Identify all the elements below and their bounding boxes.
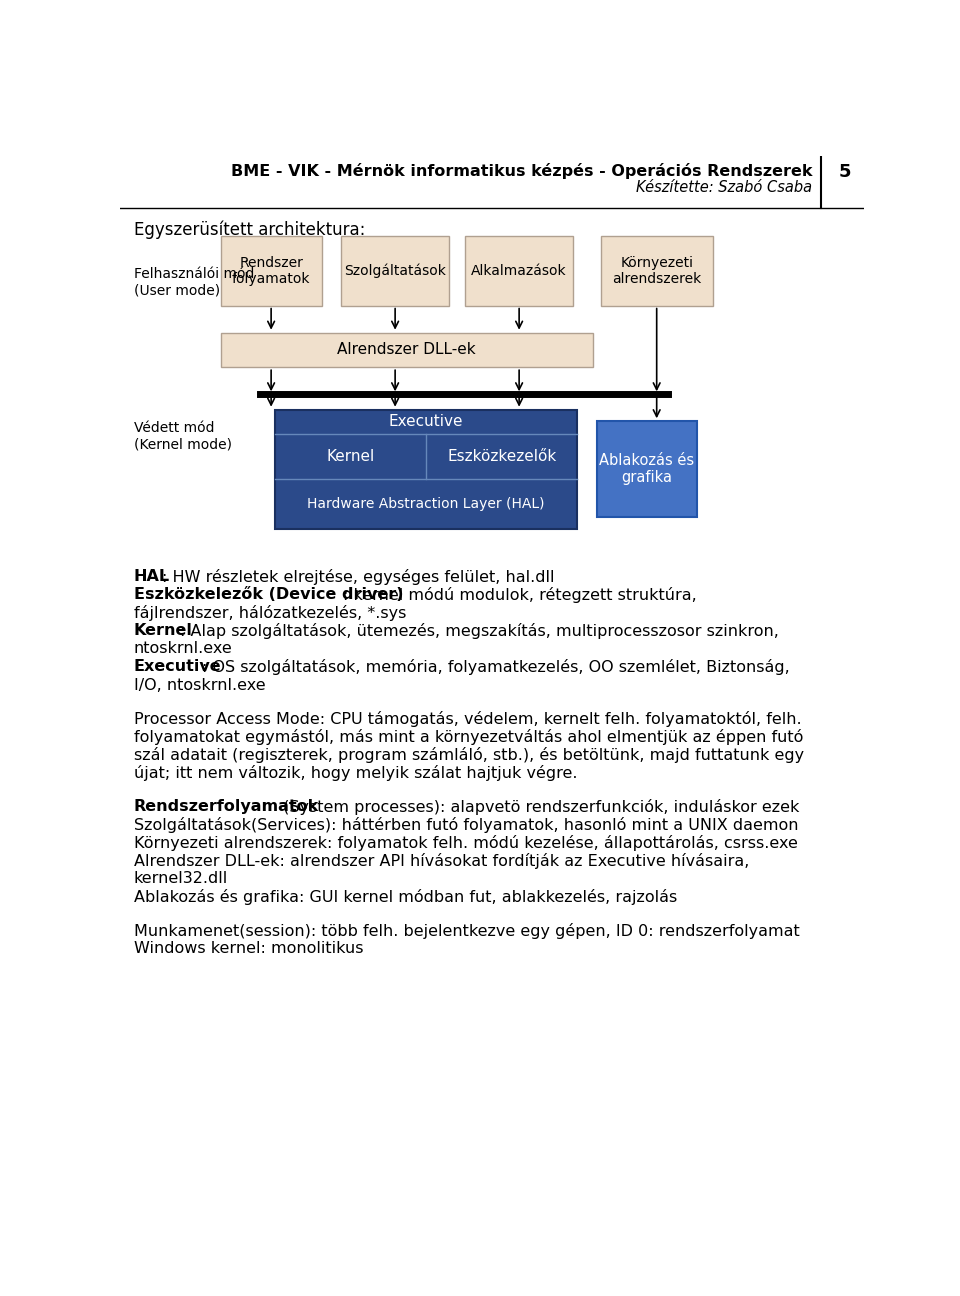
Text: folyamatokat egymástól, más mint a környezetváltás ahol elmentjük az éppen futó: folyamatokat egymástól, más mint a körny… [134,730,804,745]
Text: Eszközkelezők (Device driver): Eszközkelezők (Device driver) [134,587,403,603]
Text: : Alap szolgáltatások, ütemezés, megszakítás, multiprocesszosor szinkron,: : Alap szolgáltatások, ütemezés, megszak… [180,623,779,639]
Bar [221,236,322,306]
Text: Ablakozás és
grafika: Ablakozás és grafika [599,454,695,486]
Text: Rendszer
folyamatok: Rendszer folyamatok [232,255,310,286]
Bar [465,236,573,306]
Text: Windows kernel: monolitikus: Windows kernel: monolitikus [134,941,364,956]
Bar [596,421,697,517]
Text: kernel32.dll: kernel32.dll [134,871,228,886]
Text: Szolgáltatások: Szolgáltatások [345,264,446,279]
Bar [341,236,449,306]
Text: ntoskrnl.exe: ntoskrnl.exe [134,642,232,656]
Text: Szolgáltatások(Services): háttérben futó folyamatok, hasonló mint a UNIX daemon: Szolgáltatások(Services): háttérben futó… [134,816,799,833]
Text: Környezeti
alrendszerek: Környezeti alrendszerek [612,255,702,286]
Text: BME - VIK - Mérnök informatikus kézpés - Operációs Rendszerek: BME - VIK - Mérnök informatikus kézpés -… [230,163,812,179]
Text: HAL: HAL [134,569,170,584]
Text: Munkamenet(session): több felh. bejelentkezve egy gépen, ID 0: rendszerfolyamat: Munkamenet(session): több felh. bejelent… [134,923,800,938]
Text: Környezeti alrendszerek: folyamatok felh. módú kezelése, állapottárolás, csrss.e: Környezeti alrendszerek: folyamatok felh… [134,835,798,851]
Text: Alrendszer DLL-ek: Alrendszer DLL-ek [337,342,476,358]
Text: Védett mód
(Kernel mode): Védett mód (Kernel mode) [134,421,232,452]
Text: : OS szolgáltatások, memória, folyamatkezelés, OO szemlélet, Biztonság,: : OS szolgáltatások, memória, folyamatke… [202,660,790,675]
Text: Alrendszer DLL-ek: alrendszer API hívásokat fordítják az Executive hívásaira,: Alrendszer DLL-ek: alrendszer API híváso… [134,853,750,870]
Text: Rendszerfolyamatok: Rendszerfolyamatok [134,798,319,814]
Text: Processor Access Mode: CPU támogatás, védelem, kernelt felh. folyamatoktól, felh: Processor Access Mode: CPU támogatás, vé… [134,712,802,727]
Text: Eszközkezelők: Eszközkezelők [447,450,556,464]
Text: fájlrendszer, hálózatkezelés, *.sys: fájlrendszer, hálózatkezelés, *.sys [134,605,406,621]
Text: : HW részletek elrejtése, egységes felület, hal.dll: : HW részletek elrejtése, egységes felül… [162,569,555,584]
Text: Kernel: Kernel [326,450,374,464]
Text: Kernel: Kernel [134,623,193,639]
Text: Executive: Executive [134,660,222,674]
Text: Alkalmazások: Alkalmazások [471,264,567,279]
Text: újat; itt nem változik, hogy melyik szálat hajtjuk végre.: újat; itt nem változik, hogy melyik szál… [134,766,578,781]
Text: Egyszerüsített architektura:: Egyszerüsített architektura: [134,220,366,238]
Text: : kernel módú modulok, rétegzett struktúra,: : kernel módú modulok, rétegzett struktú… [343,587,697,603]
Text: 5: 5 [838,163,851,181]
Bar [221,333,592,367]
Text: Felhasználói mód
(User mode): Felhasználói mód (User mode) [134,267,254,298]
Text: (System processes): alapvetö rendszerfunkciók, induláskor ezek: (System processes): alapvetö rendszerfun… [277,798,799,815]
Text: Készítette: Szabó Csaba: Készítette: Szabó Csaba [636,180,812,196]
Text: Ablakozás és grafika: GUI kernel módban fut, ablakkezelés, rajzolás: Ablakozás és grafika: GUI kernel módban … [134,889,677,906]
Text: Executive: Executive [389,415,464,429]
Text: I/O, ntoskrnl.exe: I/O, ntoskrnl.exe [134,678,266,692]
Text: szál adatait (regiszterek, program számláló, stb.), és betöltünk, majd futtatunk: szál adatait (regiszterek, program száml… [134,748,804,763]
Text: Hardware Abstraction Layer (HAL): Hardware Abstraction Layer (HAL) [307,496,545,511]
Bar [275,410,577,529]
Bar [601,236,713,306]
